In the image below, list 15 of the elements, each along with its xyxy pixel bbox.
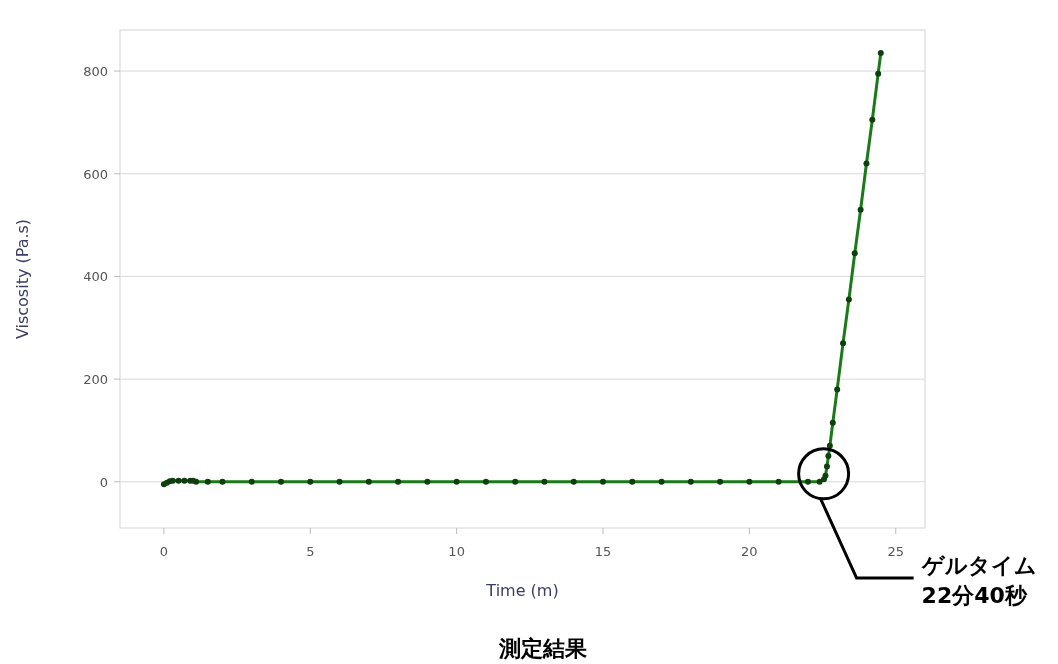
y-tick-label: 800 [83, 64, 108, 80]
x-tick-label: 5 [306, 544, 315, 559]
y-tick-label: 600 [83, 166, 108, 182]
x-axis-title: Time (m) [485, 581, 559, 600]
x-tick-label: 15 [594, 544, 612, 559]
x-tick-label: 10 [448, 544, 465, 559]
y-tick-label: 400 [83, 269, 108, 285]
text: ゲルタイム 22分40秒 [920, 553, 1037, 608]
y-tick-label: 0 [99, 474, 108, 490]
x-tick-label: 20 [741, 544, 758, 559]
y-axis-title: Viscosity (Pa.s) [13, 218, 32, 340]
x-tick-label: 0 [159, 544, 169, 559]
x-tick-label: 25 [887, 544, 904, 559]
y-tick-label: 200 [83, 372, 108, 388]
text: 測定結果 [497, 636, 588, 661]
